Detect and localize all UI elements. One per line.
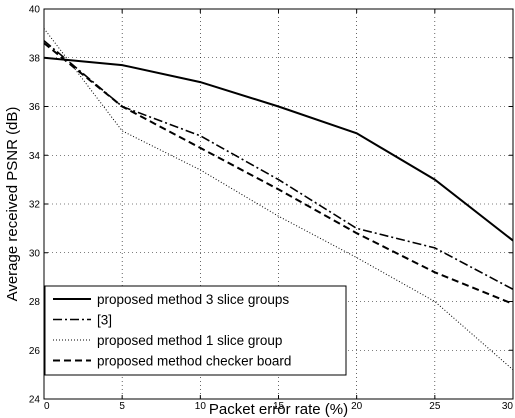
x-tick-label: 20: [351, 401, 363, 412]
y-tick-label: 34: [29, 151, 41, 162]
x-tick-label: 25: [429, 401, 441, 412]
series-line-proposed-method-checker-board: [43, 42, 514, 305]
series-line-proposed-method-3-slice-groups: [43, 56, 514, 242]
y-tick-label: 32: [29, 200, 41, 211]
x-tick-label: 15: [273, 401, 285, 412]
x-tick-label: 5: [119, 401, 125, 412]
legend-box: [44, 285, 347, 376]
legend: proposed method 3 slice groups [3] propose…: [44, 285, 347, 376]
y-tick-label: 26: [29, 346, 41, 357]
legend-label: [3]: [97, 313, 112, 328]
y-tick-label: 40: [29, 5, 41, 16]
y-tick-label: 24: [29, 395, 41, 406]
legend-label: proposed method 1 slice group: [97, 333, 282, 348]
x-axis-label: Packet error rate (%): [209, 401, 348, 418]
y-tick-label: 36: [29, 102, 41, 113]
plot-frame: [43, 8, 514, 400]
x-tick-label: 0: [44, 401, 50, 412]
y-tick-label: 38: [29, 53, 41, 64]
series-lines: [43, 28, 514, 371]
y-axis-label: Average received PSNR (dB): [4, 107, 21, 302]
y-tick-label: 28: [29, 297, 41, 308]
y-tick-label: 30: [29, 248, 41, 259]
x-tick-label: 30: [502, 401, 514, 412]
legend-label: proposed method 3 slice groups: [97, 292, 289, 307]
legend-label: proposed method checker board: [97, 354, 291, 369]
x-tick-label: 10: [195, 401, 207, 412]
